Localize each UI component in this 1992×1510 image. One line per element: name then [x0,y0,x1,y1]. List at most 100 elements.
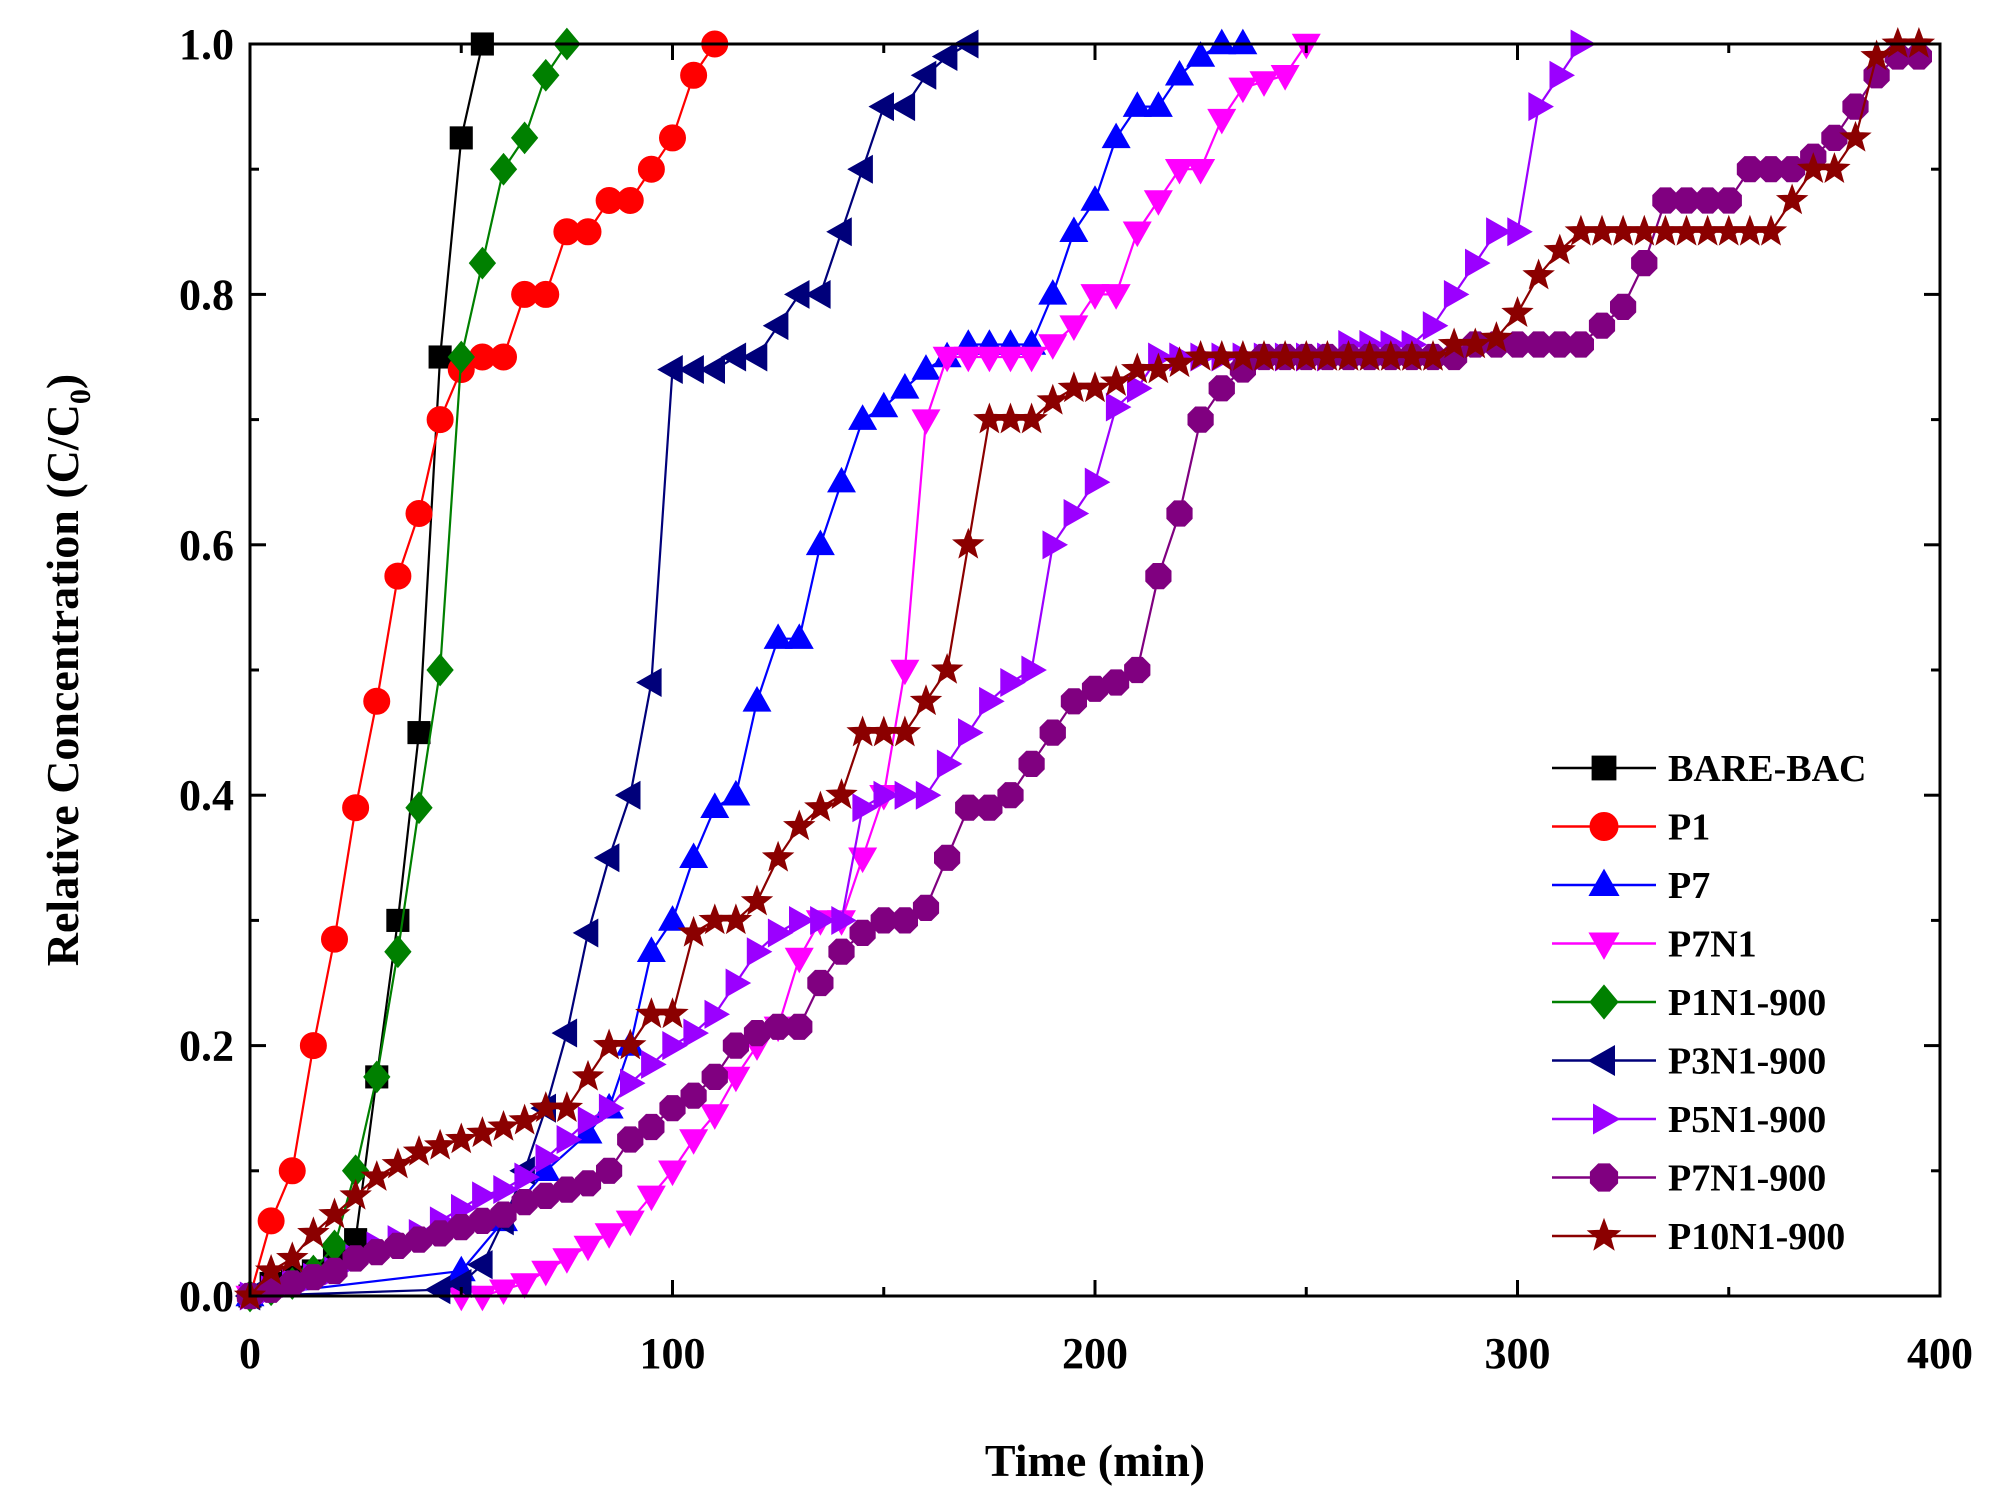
data-point-p5n1-900 [641,1049,667,1079]
data-point-p7 [742,685,772,712]
data-point-p10n1-900 [656,997,689,1029]
data-point-p1n1-900 [447,340,475,374]
data-point-p7n1 [531,1260,561,1287]
series-p7 [235,28,1258,1307]
data-point-p10n1-900 [1775,183,1809,215]
data-point-p7n1-900 [828,938,855,965]
data-point-p1n1-900 [532,58,560,92]
legend-label: P3N1-900 [1668,1041,1826,1083]
data-point-p10n1-900 [783,809,816,841]
data-point-p7 [848,404,878,430]
data-point-p7n1 [1270,65,1300,91]
data-point-p7n1-900 [638,1113,665,1141]
data-point-p10n1-900 [888,715,922,747]
data-point-p7n1-900 [997,782,1024,809]
data-point-p10n1-900 [1522,258,1555,290]
data-point-p1 [659,124,686,152]
data-point-p7 [784,623,814,649]
x-tick-label: 0 [239,1329,261,1378]
data-point-p7n1 [552,1248,582,1274]
data-point-p3n1-900 [614,780,641,810]
data-point-p3n1-900 [636,668,662,698]
data-point-p10n1-900 [740,884,774,916]
legend-label: P5N1-900 [1668,1099,1826,1141]
data-point-p3n1-900 [593,843,620,873]
data-point-p3n1-900 [741,342,768,372]
x-axis-title: Time (min) [985,1435,1205,1486]
data-point-p3n1-900 [847,154,873,184]
data-point-p5n1-900 [852,793,878,823]
data-point-p5n1-900 [1084,467,1111,497]
data-point-p10n1-900 [719,903,753,935]
data-point-p7 [890,372,920,399]
data-point-p1n1-900 [489,152,518,186]
data-point-p7n1-900 [1187,406,1214,433]
data-point-p7 [1143,91,1173,117]
data-point-p7 [1101,122,1131,149]
data-point-p10n1-900 [1142,352,1175,384]
data-point-p7n1 [784,947,814,974]
data-point-p3n1-900 [445,1268,472,1298]
data-point-bare-bac [386,908,410,932]
data-point-p1 [680,61,708,89]
data-point-p7n1 [1017,346,1047,373]
data-point-p7n1-900 [807,969,834,997]
data-point-p1n1-900 [384,935,412,969]
data-point-p7n1-900 [1736,156,1763,183]
data-point-p10n1-900 [381,1147,415,1179]
data-point-p10n1-900 [1839,120,1872,152]
data-point-p5n1-900 [789,905,815,935]
y-tick-label: 0.8 [179,270,234,319]
data-point-p7n1 [1143,190,1173,216]
data-point-p5n1-900 [1021,655,1047,685]
data-point-p7 [1059,216,1089,242]
data-point-p10n1-900 [1078,371,1112,403]
data-point-p1 [321,925,348,953]
data-point-p5n1-900 [1443,279,1470,309]
data-point-p5n1-900 [894,780,921,810]
data-point-p7n1 [1059,315,1089,342]
data-point-p7n1 [510,1273,540,1299]
data-point-p10n1-900 [402,1134,436,1166]
data-point-p7n1-900 [1694,187,1721,214]
x-tick-label: 100 [640,1329,706,1378]
x-tick-label: 400 [1907,1329,1973,1378]
data-point-p7n1 [658,1160,687,1187]
x-tick-label: 200 [1062,1329,1128,1378]
data-point-p1 [278,1157,306,1185]
data-point-p7 [636,936,666,962]
data-point-p5n1-900 [936,749,963,779]
data-point-p7n1 [890,659,920,686]
series-p10n1-900 [233,26,1936,1310]
data-point-p10n1-900 [297,1216,330,1248]
data-point-p7 [1080,185,1110,211]
data-point-p1n1-900 [405,791,433,825]
data-point-p10n1-900 [909,684,943,716]
data-point-p5n1-900 [1042,530,1069,560]
data-point-p7n1 [1080,284,1110,310]
data-point-p3n1-900 [572,918,599,948]
data-point-p7 [1228,28,1258,55]
data-point-p7n1 [594,1223,624,1249]
legend-marker [1588,868,1620,896]
data-point-p7 [658,905,687,931]
data-point-p7n1 [932,346,962,373]
data-point-p7n1 [1164,159,1195,185]
data-point-p10n1-900 [1480,321,1513,352]
data-point-p7n1 [615,1210,645,1237]
legend: BARE-BAC P1 P7 P7N1 P1N1-900 P3N1-900 P5N1-900… [1552,748,1866,1258]
data-point-p1n1-900 [510,121,539,155]
data-point-p7 [721,779,751,806]
data-point-p5n1-900 [746,937,773,967]
data-point-p7n1-900 [912,894,940,921]
data-point-p7n1-900 [1145,563,1172,590]
data-point-p5n1-900 [1063,499,1090,528]
legend-label: BARE-BAC [1668,748,1866,790]
data-point-p3n1-900 [889,92,916,122]
data-point-p7n1 [467,1285,497,1312]
legend-marker [1587,1044,1615,1077]
data-point-p10n1-900 [318,1197,351,1229]
data-point-p7n1-900 [701,1063,728,1090]
series-p7n1 [235,33,1321,1312]
data-point-p5n1-900 [1465,248,1491,278]
